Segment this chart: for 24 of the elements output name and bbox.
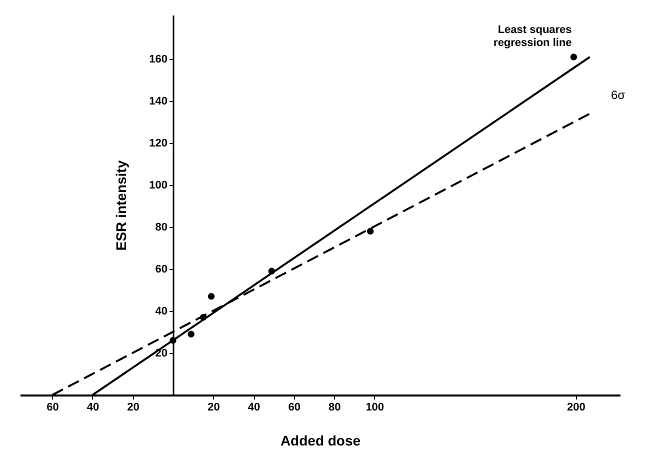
y-tick-label: 40	[155, 306, 168, 318]
x-tick-label: 20	[127, 402, 140, 414]
x-tick-label: 20	[208, 402, 220, 414]
x-tick-label: 80	[328, 402, 341, 414]
series-label: Least squares regression line	[494, 24, 572, 49]
x-tick-label: 200	[567, 402, 586, 414]
point	[366, 228, 374, 235]
point	[188, 330, 194, 338]
y-tick-label: 80	[155, 222, 168, 234]
x-tick-label: 60	[288, 402, 300, 414]
x-tick-label: 40	[248, 402, 260, 414]
y-tick-label: 140	[149, 96, 168, 108]
x-axis-title: Added dose	[280, 432, 361, 448]
y-tick-label: 160	[149, 54, 168, 66]
x-tick-label: 40	[86, 402, 100, 414]
y-tick-label: 120	[149, 138, 168, 150]
x-tick-label: 60	[46, 402, 59, 414]
point	[208, 292, 215, 300]
x-tick-label: 100	[366, 402, 384, 414]
y-tick-label: 100	[149, 180, 168, 192]
point	[570, 54, 578, 60]
y-tick-label: 60	[155, 264, 168, 276]
y-axis-title: ESR intensity	[113, 160, 130, 251]
annotation: 6σ	[611, 88, 626, 102]
